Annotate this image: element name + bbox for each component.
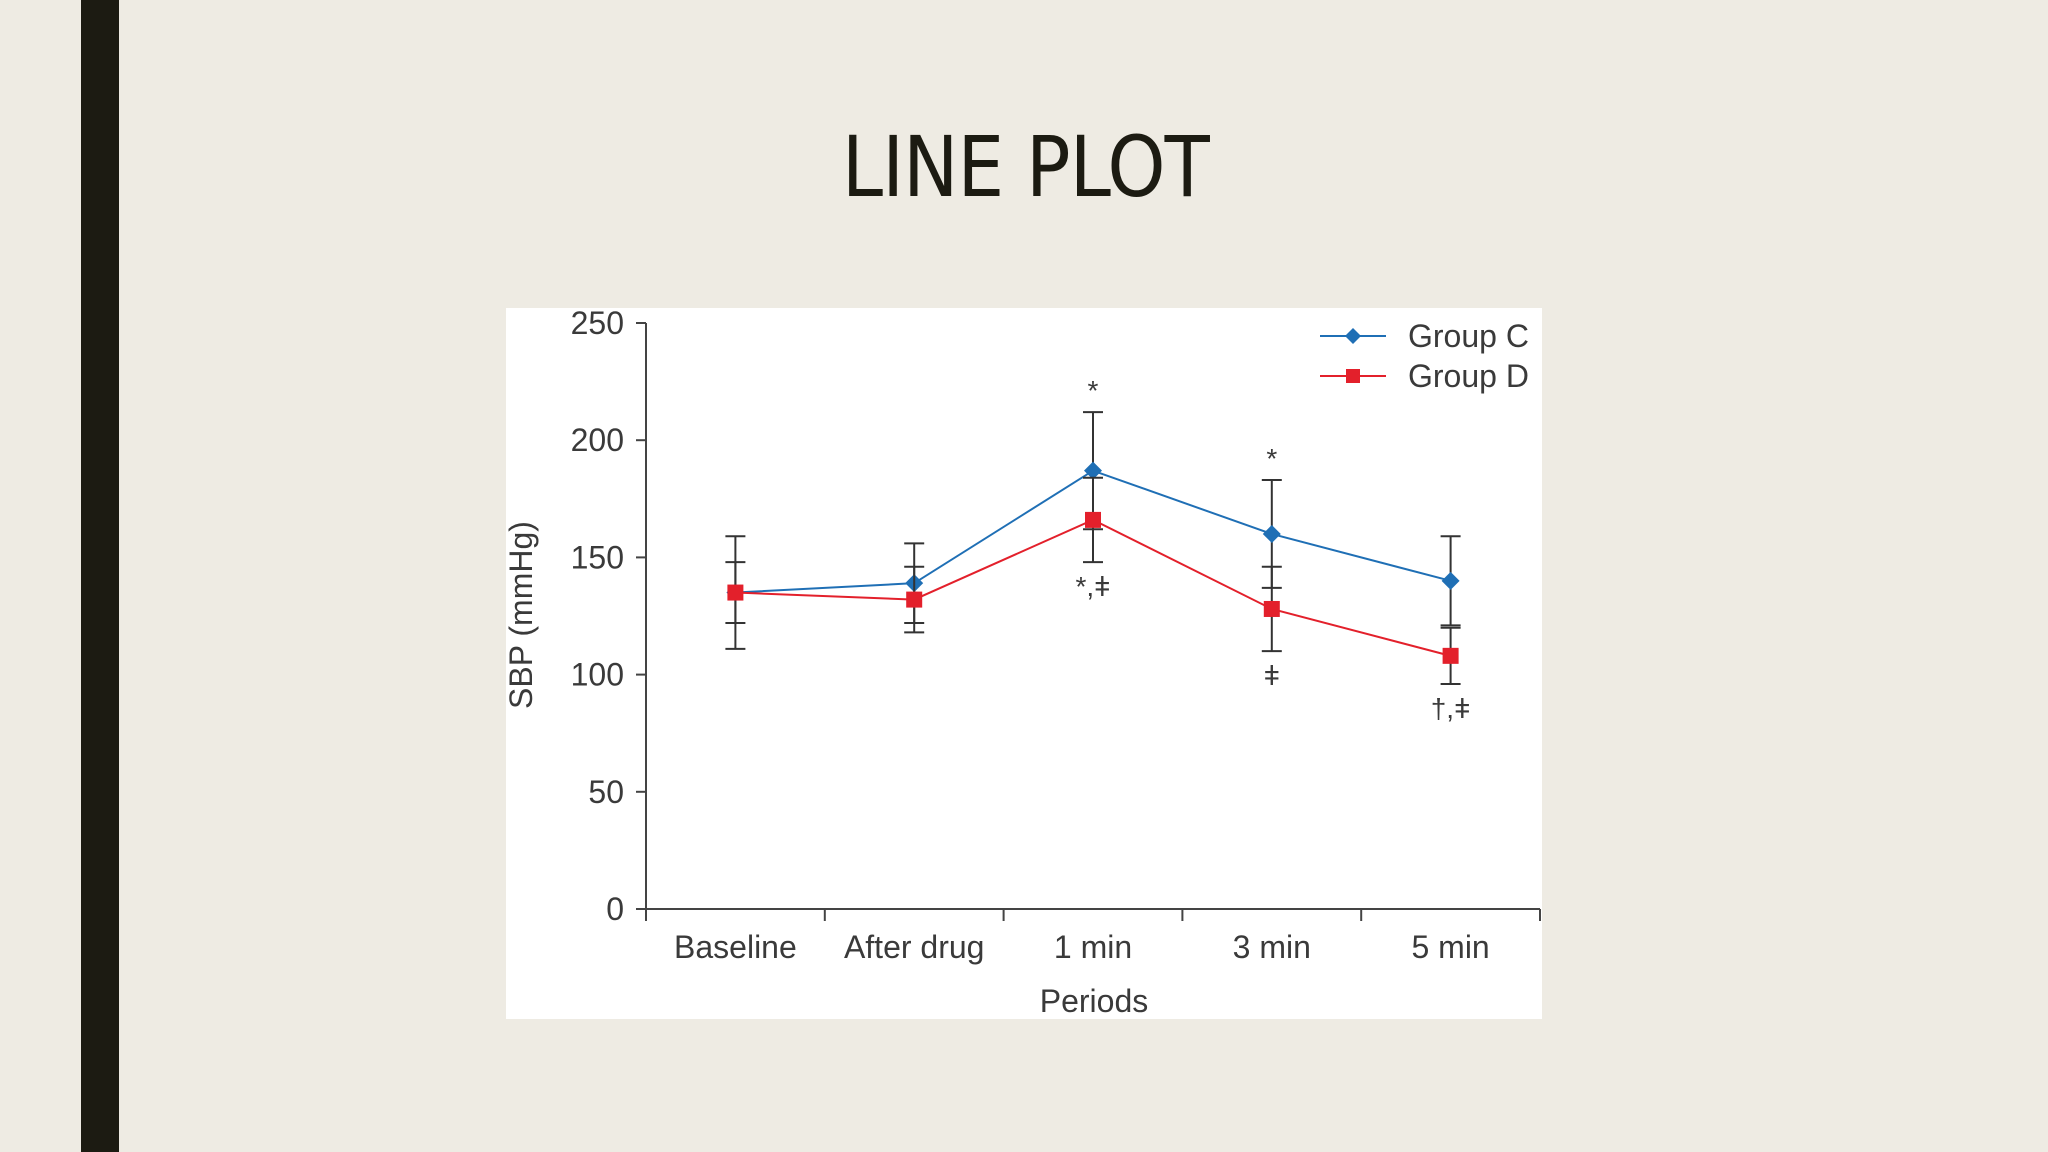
y-tick-label: 100 — [571, 657, 624, 693]
significance-annotation: *,ǂ — [1075, 571, 1110, 602]
data-point — [1441, 571, 1460, 590]
y-tick-label: 250 — [571, 308, 624, 341]
data-point — [727, 584, 744, 601]
legend-label: Group D — [1408, 358, 1529, 394]
x-axis-ticks: Baseline After drug 1 min 3 min 5 min — [645, 909, 1541, 965]
line-chart: 0 50 100 150 200 250 Baseline After drug 1 min 3… — [506, 308, 1541, 1019]
x-tick-label: 3 min — [1233, 929, 1311, 965]
data-point — [1262, 524, 1281, 543]
data-point — [1442, 647, 1459, 664]
accent-bar — [81, 0, 119, 1152]
legend-label: Group C — [1408, 318, 1529, 354]
legend-marker — [1345, 328, 1361, 344]
significance-annotation: * — [1088, 375, 1099, 406]
chart-panel: 0 50 100 150 200 250 Baseline After drug 1 min 3… — [506, 308, 1542, 1019]
series: * * *,ǂ ǂ †,ǂ — [725, 375, 1470, 724]
legend-item: Group D — [1320, 358, 1529, 394]
slide-title: LINE PLOT — [841, 118, 1210, 216]
legend-marker — [1346, 369, 1360, 383]
significance-annotation: * — [1266, 443, 1277, 474]
significance-annotation: †,ǂ — [1431, 693, 1471, 724]
data-point — [906, 591, 923, 608]
y-axis-label: SBP (mmHg) — [506, 521, 539, 709]
y-tick-label: 150 — [571, 539, 624, 575]
axes — [645, 323, 1540, 910]
x-tick-label: Baseline — [674, 929, 797, 965]
series-group-d: *,ǂ ǂ †,ǂ — [725, 476, 1471, 724]
y-tick-label: 50 — [588, 774, 624, 810]
legend: Group C Group D — [1320, 318, 1529, 394]
y-tick-label: 200 — [571, 422, 624, 458]
y-axis-ticks: 0 50 100 150 200 250 — [571, 308, 646, 927]
data-point — [1084, 461, 1102, 480]
data-point — [1085, 511, 1101, 528]
x-tick-label: 1 min — [1054, 929, 1132, 965]
significance-annotation: ǂ — [1264, 660, 1280, 691]
y-tick-label: 0 — [606, 891, 624, 927]
x-tick-label: After drug — [844, 929, 985, 965]
x-tick-label: 5 min — [1411, 929, 1489, 965]
x-axis-label: Periods — [1040, 983, 1149, 1019]
data-point — [1263, 600, 1280, 617]
legend-item: Group C — [1320, 318, 1529, 354]
